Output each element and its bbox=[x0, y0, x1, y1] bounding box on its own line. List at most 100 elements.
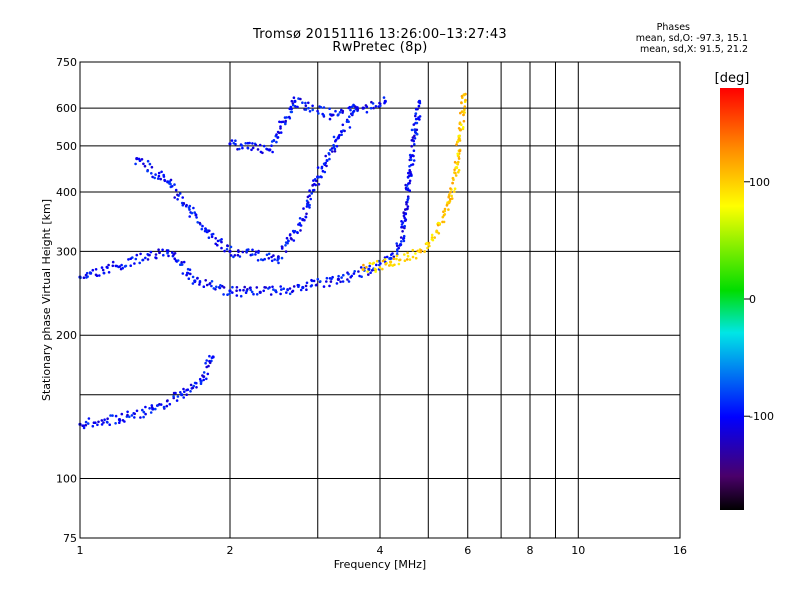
echo-point bbox=[292, 285, 296, 288]
echo-point bbox=[381, 267, 384, 271]
echo-point bbox=[402, 214, 406, 218]
echo-point bbox=[289, 105, 293, 109]
echo-point bbox=[369, 271, 372, 275]
echo-point bbox=[282, 287, 286, 291]
echo-point bbox=[325, 159, 329, 162]
echo-point bbox=[316, 109, 319, 113]
echo-point bbox=[179, 391, 182, 394]
echo-point bbox=[383, 99, 387, 103]
echo-point bbox=[245, 250, 248, 253]
echo-point bbox=[118, 265, 121, 268]
echo-point bbox=[401, 221, 405, 224]
echo-point bbox=[457, 127, 461, 130]
echo-point bbox=[100, 266, 104, 269]
echo-point bbox=[284, 244, 287, 247]
echo-point bbox=[256, 259, 260, 262]
echo-point bbox=[195, 381, 198, 385]
echo-point bbox=[144, 405, 147, 409]
echo-point bbox=[413, 143, 416, 146]
echo-point bbox=[200, 227, 204, 231]
echo-point bbox=[455, 143, 458, 146]
echo-point bbox=[457, 157, 461, 160]
echo-point bbox=[414, 131, 417, 134]
echo-point bbox=[283, 116, 287, 119]
echo-point bbox=[298, 217, 302, 220]
echo-point bbox=[198, 280, 202, 283]
echo-point bbox=[305, 281, 309, 285]
echo-point bbox=[457, 168, 461, 172]
echo-point bbox=[304, 101, 307, 105]
echo-point bbox=[454, 171, 457, 175]
chart-title: Tromsø 20151116 13:26:00–13:27:43 bbox=[252, 27, 508, 42]
echo-point bbox=[403, 253, 406, 256]
echo-point bbox=[142, 162, 145, 166]
echo-point bbox=[325, 276, 329, 280]
echo-point bbox=[269, 293, 273, 296]
echo-point bbox=[359, 266, 363, 269]
echo-point bbox=[158, 403, 161, 406]
echo-point bbox=[405, 203, 408, 206]
echo-point bbox=[453, 160, 457, 164]
echo-point bbox=[430, 236, 434, 239]
echo-point bbox=[454, 174, 458, 177]
echo-point bbox=[430, 233, 434, 237]
echo-point bbox=[135, 409, 139, 413]
echo-point bbox=[135, 157, 139, 161]
echo-point bbox=[337, 274, 340, 278]
echo-point bbox=[441, 215, 445, 219]
echo-point bbox=[285, 236, 289, 240]
echo-point bbox=[301, 285, 305, 290]
x-tick-label: 1 bbox=[77, 544, 84, 557]
echo-point bbox=[220, 240, 223, 244]
echo-point bbox=[292, 239, 296, 242]
echo-point bbox=[415, 132, 419, 136]
echo-point bbox=[296, 231, 299, 235]
echo-point bbox=[456, 152, 460, 156]
echo-point bbox=[408, 165, 411, 168]
echo-point bbox=[199, 379, 203, 383]
echo-point bbox=[126, 413, 129, 417]
echo-point bbox=[268, 148, 271, 152]
echo-point bbox=[463, 111, 466, 114]
echo-point bbox=[311, 108, 315, 112]
echo-point bbox=[462, 93, 466, 97]
echo-point bbox=[279, 131, 283, 134]
echo-point bbox=[346, 119, 349, 123]
echo-point bbox=[379, 104, 382, 108]
echo-point bbox=[348, 126, 352, 129]
echo-point bbox=[414, 256, 418, 260]
echo-point bbox=[362, 263, 365, 267]
echo-point bbox=[427, 243, 430, 246]
echo-point bbox=[360, 275, 363, 279]
echo-point bbox=[170, 185, 174, 188]
echo-point bbox=[85, 271, 89, 275]
colorbar-tick-label: 0 bbox=[749, 293, 756, 306]
echo-point bbox=[228, 142, 232, 146]
echo-point bbox=[442, 220, 446, 224]
echo-point bbox=[150, 165, 154, 169]
echo-point bbox=[174, 391, 177, 395]
echo-point bbox=[159, 177, 162, 181]
echo-point bbox=[163, 178, 166, 182]
echo-point bbox=[375, 263, 378, 267]
echo-point bbox=[105, 420, 109, 424]
echo-point bbox=[461, 126, 465, 129]
echo-point bbox=[292, 96, 296, 99]
echo-point bbox=[277, 131, 281, 135]
echo-point bbox=[202, 378, 205, 382]
echo-point bbox=[239, 294, 243, 298]
echo-point bbox=[398, 244, 402, 247]
echo-point bbox=[413, 128, 417, 132]
echo-point bbox=[392, 257, 396, 261]
echo-point bbox=[148, 253, 151, 257]
y-tick-label: 750 bbox=[56, 56, 77, 69]
echo-point bbox=[108, 423, 111, 427]
echo-point bbox=[111, 260, 115, 264]
echo-point bbox=[371, 102, 375, 105]
echo-point bbox=[311, 104, 314, 108]
echo-point bbox=[299, 288, 303, 292]
echo-point bbox=[228, 292, 231, 296]
echo-point bbox=[272, 288, 275, 291]
echo-point bbox=[402, 211, 406, 215]
echo-point bbox=[198, 283, 201, 286]
